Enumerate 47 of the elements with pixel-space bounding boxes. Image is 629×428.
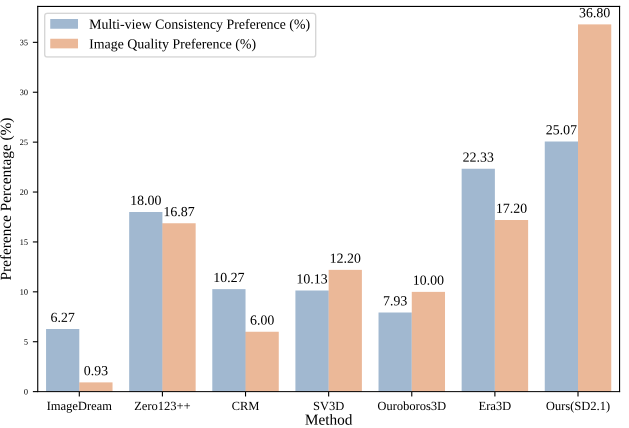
data-label: 6.00 xyxy=(250,315,274,325)
data-label: 10.13 xyxy=(298,274,328,284)
data-label: 22.33 xyxy=(463,152,494,162)
y-tick-label: 20 xyxy=(20,189,28,196)
legend-label: Multi-view Consistency Preference (%) xyxy=(90,18,310,32)
bar xyxy=(129,212,162,392)
data-label: 10.27 xyxy=(214,272,244,282)
bar xyxy=(246,332,279,392)
data-label: 36.80 xyxy=(580,8,610,18)
y-tick-label: 25 xyxy=(20,140,28,146)
bar xyxy=(79,382,113,392)
bar xyxy=(295,290,329,392)
bar xyxy=(378,312,412,392)
data-label: 10.00 xyxy=(414,275,444,285)
x-tick-label: Ouroboros3D xyxy=(378,401,446,410)
bar xyxy=(212,289,246,392)
y-tick-label: 35 xyxy=(20,40,28,46)
x-axis-title: Method xyxy=(305,414,352,425)
y-axis-title: Preference Percentage (%) xyxy=(0,118,14,280)
bar xyxy=(462,168,495,392)
data-label: 7.93 xyxy=(384,296,407,306)
x-tick-label: CRM xyxy=(232,402,260,410)
x-tick-label: Zero123++ xyxy=(134,402,190,410)
data-label: 18.00 xyxy=(131,196,161,206)
y-tick-label: 30 xyxy=(20,90,28,96)
y-tick-label: 5 xyxy=(24,339,28,345)
data-label: 17.20 xyxy=(497,204,527,214)
x-tick-label: Era3D xyxy=(478,402,511,410)
data-label: 16.87 xyxy=(164,206,194,216)
bar xyxy=(544,141,578,392)
x-tick-label: Ours(SD2.1) xyxy=(546,401,610,413)
y-tick-label: 0 xyxy=(24,388,28,395)
bar xyxy=(412,292,446,392)
bar xyxy=(162,223,196,392)
bar xyxy=(494,220,528,392)
legend-label: Image Quality Preference (%) xyxy=(90,38,256,52)
data-label: 0.93 xyxy=(84,366,108,376)
bar xyxy=(328,270,362,392)
bar xyxy=(578,24,612,392)
y-tick-label: 15 xyxy=(20,239,28,245)
data-label: 12.20 xyxy=(330,254,360,263)
data-label: 25.07 xyxy=(546,125,577,135)
y-tick-label: 10 xyxy=(20,289,28,295)
data-label: 6.27 xyxy=(51,312,74,322)
bar xyxy=(46,329,80,392)
x-tick-label: ImageDream xyxy=(47,402,112,413)
x-tick-label: SV3D xyxy=(314,402,344,410)
